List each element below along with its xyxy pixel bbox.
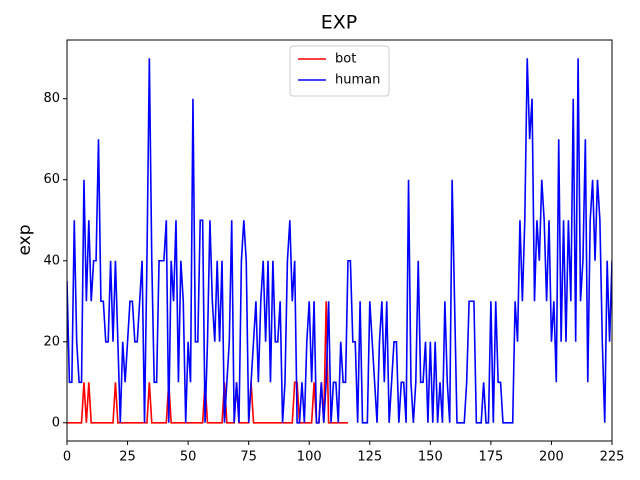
x-tick-label: 25 — [119, 450, 136, 465]
plot-frame — [66, 39, 613, 442]
y-tick-label: 40 — [43, 253, 60, 268]
y-axis-label: exp — [15, 224, 35, 255]
chart-title: EXP — [321, 12, 357, 34]
x-tick-label: 225 — [600, 450, 625, 465]
line — [67, 301, 348, 424]
x-tick-label: 200 — [539, 450, 564, 465]
x-tick-label: 50 — [180, 450, 197, 465]
x-tick-label: 0 — [63, 450, 71, 465]
x-tick-label: 75 — [240, 450, 257, 465]
y-tick-label: 60 — [43, 172, 60, 187]
x-tick-label: 175 — [478, 450, 503, 465]
y-tick-label: 20 — [43, 334, 60, 349]
legend-label: bot — [335, 52, 356, 67]
line — [67, 58, 612, 424]
y-tick-label: 80 — [43, 91, 60, 106]
x-tick-label: 150 — [418, 450, 443, 465]
x-tick-label: 100 — [297, 450, 322, 465]
y-tick-label: 0 — [52, 415, 60, 430]
x-tick-label: 125 — [357, 450, 382, 465]
legend-label: human — [335, 73, 380, 88]
